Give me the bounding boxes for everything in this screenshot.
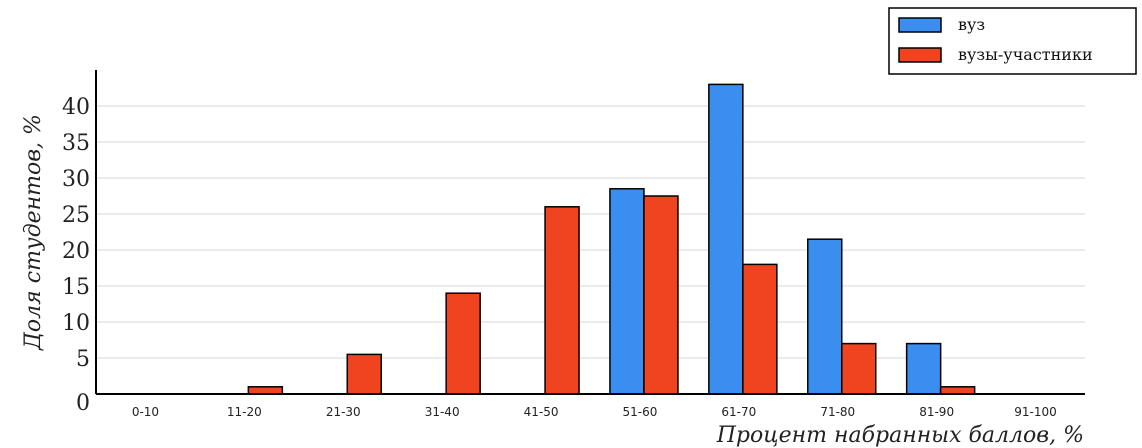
bar-vuz-61-70 bbox=[708, 83, 744, 395]
bar-participants-81-90 bbox=[939, 386, 976, 395]
y-tick-label: 40 bbox=[62, 95, 90, 120]
x-tick-label: 21-30 bbox=[326, 405, 361, 419]
x-tick-label: 31-40 bbox=[425, 405, 460, 419]
bar-participants-61-70 bbox=[742, 263, 778, 395]
x-tick-label: 41-50 bbox=[524, 405, 559, 419]
legend-label-vuz: вуз bbox=[958, 15, 985, 34]
x-tick-label: 51-60 bbox=[623, 405, 658, 419]
y-tick-label: 20 bbox=[62, 239, 90, 264]
x-axis-title: Процент набранных баллов, % bbox=[716, 423, 1084, 448]
bar-vuz-71-80 bbox=[807, 238, 843, 395]
bar-vuz-51-60 bbox=[609, 188, 645, 395]
grid-lines bbox=[96, 105, 1085, 359]
x-tick-label: 81-90 bbox=[919, 405, 954, 419]
y-axis-title: Доля студентов, % bbox=[21, 114, 46, 351]
y-tick-label: 25 bbox=[62, 203, 90, 228]
bar-participants-51-60 bbox=[643, 195, 679, 395]
x-tick-labels: 0-10 11-20 21-30 31-40 41-50 51-60 61-70 71-80 8… bbox=[132, 405, 1057, 419]
bar-participants-71-80 bbox=[841, 342, 877, 395]
y-tick-label: 0 bbox=[76, 391, 90, 416]
bar-participants-41-50 bbox=[544, 206, 580, 395]
x-tick-label: 71-80 bbox=[820, 405, 855, 419]
y-tick-label: 5 bbox=[76, 347, 90, 372]
y-tick-label: 10 bbox=[62, 311, 90, 336]
y-tick-label: 35 bbox=[62, 131, 90, 156]
bar-participants-21-30 bbox=[346, 353, 382, 395]
legend: вуз вузы-участники bbox=[888, 7, 1137, 75]
legend-label-participants: вузы-участники bbox=[958, 45, 1093, 64]
y-tick-labels: 0 5 10 15 20 25 30 35 40 bbox=[62, 95, 90, 416]
legend-swatch-participants bbox=[898, 47, 942, 63]
bar-participants-11-20 bbox=[247, 386, 284, 395]
bar-vuz-81-90 bbox=[905, 342, 942, 395]
x-tick-label: 0-10 bbox=[132, 405, 159, 419]
x-tick-label: 61-70 bbox=[721, 405, 756, 419]
bars-group bbox=[247, 83, 976, 395]
y-tick-label: 30 bbox=[62, 167, 90, 192]
legend-swatch-vuz bbox=[898, 17, 942, 33]
y-tick-label: 15 bbox=[62, 275, 90, 300]
bar-participants-31-40 bbox=[445, 292, 481, 395]
x-tick-label: 11-20 bbox=[227, 405, 262, 419]
x-tick-label: 91-100 bbox=[1014, 405, 1057, 419]
